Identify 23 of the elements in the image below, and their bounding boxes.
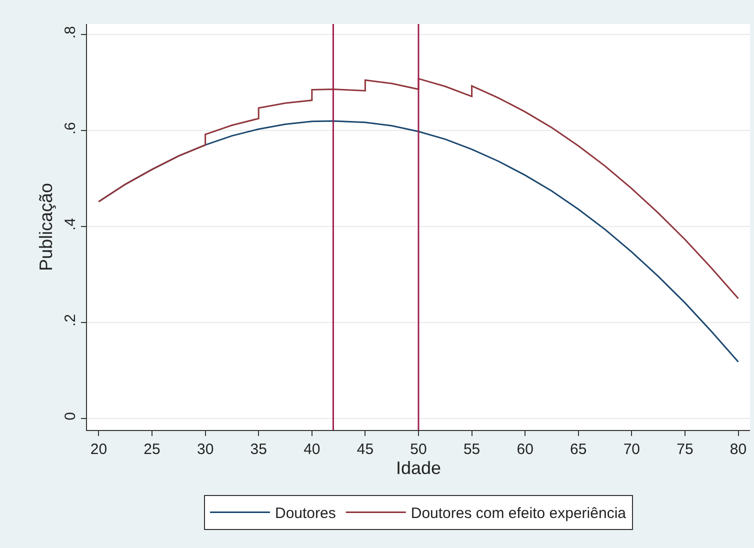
y-tick-label: .2 bbox=[62, 314, 79, 327]
x-tick-label: 35 bbox=[250, 441, 267, 458]
x-tick-label: 75 bbox=[676, 441, 694, 458]
x-tick-label: 55 bbox=[463, 441, 480, 458]
y-tick-label: .4 bbox=[62, 218, 79, 231]
legend-label: Doutores bbox=[275, 505, 336, 522]
x-tick-label: 45 bbox=[356, 441, 374, 458]
x-tick-label: 40 bbox=[304, 441, 320, 458]
x-tick-label: 60 bbox=[516, 441, 534, 458]
x-tick-label: 65 bbox=[570, 441, 587, 458]
x-tick-label: 80 bbox=[730, 441, 747, 458]
y-tick-label: .8 bbox=[62, 26, 79, 39]
y-tick-label: .6 bbox=[62, 122, 79, 135]
x-tick-label: 25 bbox=[144, 441, 160, 458]
y-tick-label: 0 bbox=[62, 412, 79, 420]
x-tick-label: 70 bbox=[623, 441, 640, 458]
x-tick-label: 20 bbox=[90, 441, 108, 458]
x-tick-label: 50 bbox=[410, 441, 427, 458]
line-series bbox=[98, 78, 740, 300]
y-axis-title: Publicação bbox=[36, 182, 56, 272]
legend-label: Doutores com efeito experiência bbox=[410, 505, 627, 522]
x-tick-label: 30 bbox=[196, 441, 214, 458]
x-axis-title: Idade bbox=[396, 458, 442, 478]
